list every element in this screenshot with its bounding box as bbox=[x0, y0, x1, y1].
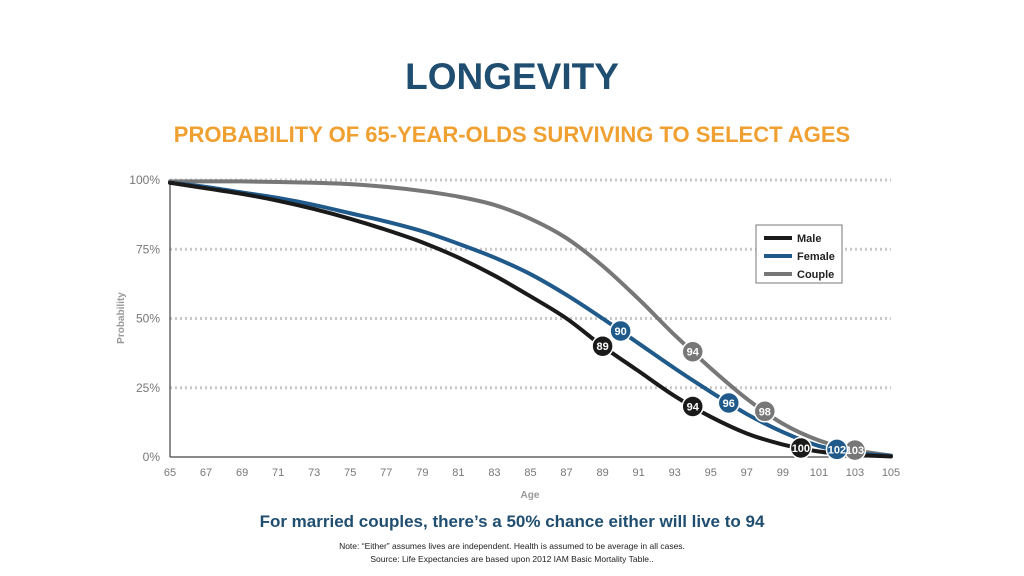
x-tick-label: 81 bbox=[452, 467, 464, 479]
caption: For married couples, there’s a 50% chanc… bbox=[259, 512, 765, 531]
x-tick-label: 103 bbox=[846, 467, 864, 479]
x-tick-label: 85 bbox=[524, 467, 536, 479]
page-subtitle: PROBABILITY OF 65-YEAR-OLDS SURVIVING TO… bbox=[173, 122, 851, 147]
marker-couple: 94 bbox=[681, 340, 704, 363]
x-tick-label: 73 bbox=[308, 467, 320, 479]
legend-label: Male bbox=[797, 233, 821, 245]
marker-label: 103 bbox=[846, 445, 864, 457]
marker-label: 102 bbox=[828, 444, 846, 456]
x-tick-labels: 65 67 69 71 73 75 77 79 81 83 85 87 89 91 93 95 97 99 101 1… bbox=[164, 467, 900, 479]
grid-lines bbox=[170, 178, 891, 390]
series-line-female bbox=[168, 180, 893, 458]
series-markers: 94 98 103 90 96 102 89 94 100 bbox=[591, 319, 867, 462]
legend-entry-male: Male bbox=[764, 233, 821, 245]
marker-label: 94 bbox=[687, 401, 700, 413]
x-tick-label: 101 bbox=[810, 467, 828, 479]
y-tick-label: 25% bbox=[136, 381, 160, 395]
page-title: LONGEVITY bbox=[405, 56, 619, 97]
x-tick-label: 83 bbox=[488, 467, 500, 479]
x-tick-label: 105 bbox=[882, 467, 900, 479]
y-tick-label: 75% bbox=[136, 242, 160, 256]
x-tick-label: 79 bbox=[416, 467, 428, 479]
y-axis-label: Probability bbox=[116, 292, 127, 344]
x-tick-label: 99 bbox=[777, 467, 789, 479]
marker-label: 98 bbox=[759, 406, 771, 418]
marker-circle bbox=[717, 391, 741, 415]
legend: Male Female Couple bbox=[755, 224, 843, 284]
marker-label: 100 bbox=[792, 443, 810, 455]
y-tick-label: 50% bbox=[136, 312, 160, 326]
legend-entry-female: Female bbox=[764, 251, 835, 263]
x-tick-label: 95 bbox=[705, 467, 717, 479]
y-tick-labels: 0% 25% 50% 75% 100% bbox=[129, 173, 160, 464]
axes bbox=[169, 180, 891, 458]
legend-entry-couple: Couple bbox=[764, 269, 834, 281]
marker-circle bbox=[789, 436, 813, 460]
x-tick-label: 69 bbox=[236, 467, 248, 479]
marker-circle bbox=[609, 319, 632, 343]
marker-label: 90 bbox=[615, 326, 627, 338]
marker-label: 96 bbox=[723, 398, 735, 410]
y-tick-label: 100% bbox=[129, 173, 160, 187]
x-tick-label: 77 bbox=[380, 467, 392, 479]
marker-female: 90 bbox=[609, 319, 632, 343]
legend-label: Couple bbox=[797, 269, 834, 281]
marker-circle bbox=[825, 438, 849, 461]
marker-label: 94 bbox=[687, 347, 700, 359]
x-tick-label: 75 bbox=[344, 467, 356, 479]
footnote: Note: “Either” assumes lives are indepen… bbox=[339, 541, 685, 551]
legend-label: Female bbox=[797, 251, 835, 263]
marker-label: 89 bbox=[596, 341, 608, 353]
y-tick-label: 0% bbox=[143, 450, 161, 464]
x-tick-label: 87 bbox=[560, 467, 572, 479]
x-tick-label: 89 bbox=[596, 467, 608, 479]
x-tick-label: 67 bbox=[200, 467, 212, 479]
marker-circle bbox=[591, 334, 614, 358]
x-tick-label: 93 bbox=[669, 467, 681, 479]
marker-male: 94 bbox=[681, 395, 704, 418]
x-tick-label: 91 bbox=[633, 467, 645, 479]
source-note: Source: Life Expectancies are based upon… bbox=[370, 554, 654, 564]
marker-circle bbox=[753, 400, 777, 423]
marker-male: 100 bbox=[789, 436, 813, 460]
marker-circle bbox=[681, 395, 704, 418]
x-tick-label: 97 bbox=[741, 467, 753, 479]
marker-female: 96 bbox=[717, 391, 741, 415]
series-line-male bbox=[168, 180, 893, 459]
marker-couple: 98 bbox=[753, 400, 777, 423]
marker-circle bbox=[681, 340, 704, 363]
x-tick-label: 65 bbox=[164, 467, 176, 479]
x-axis-label: Age bbox=[521, 490, 540, 501]
x-tick-label: 71 bbox=[272, 467, 284, 479]
marker-male: 89 bbox=[591, 334, 614, 358]
marker-female: 102 bbox=[825, 438, 849, 461]
